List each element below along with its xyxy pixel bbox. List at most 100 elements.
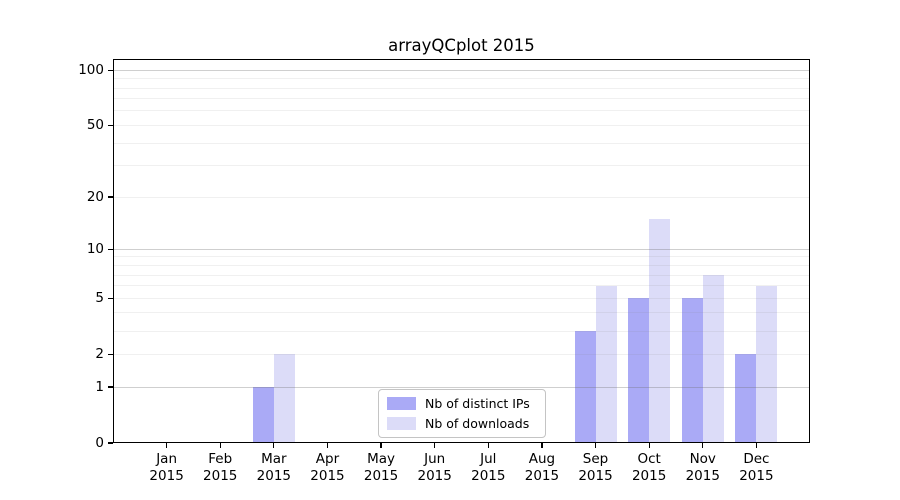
y-tick <box>108 297 113 299</box>
bar-downloads-dec <box>756 285 778 443</box>
gridline-minor <box>113 196 810 198</box>
x-tick-label: Jan 2015 <box>135 451 199 485</box>
x-tick-month: Aug <box>528 451 556 467</box>
x-tick-month: Feb <box>208 451 233 467</box>
legend-item-downloads: Nb of downloads <box>387 416 536 431</box>
gridline-minor <box>113 165 810 167</box>
gridline-minor <box>113 297 810 299</box>
gridline-minor <box>113 110 810 112</box>
gridline-major <box>113 386 810 388</box>
x-tick-label: Jun 2015 <box>403 451 467 485</box>
gridline-minor <box>113 312 810 314</box>
y-tick-label: 10 <box>86 241 104 258</box>
y-tick <box>108 442 113 444</box>
x-tick <box>434 443 436 448</box>
x-tick-year: 2015 <box>417 468 452 484</box>
x-tick <box>541 443 543 448</box>
x-tick-label: Sep 2015 <box>564 451 628 485</box>
gridline-minor <box>113 78 810 80</box>
x-tick <box>166 443 168 448</box>
y-tick-label: 20 <box>86 189 104 206</box>
x-tick-year: 2015 <box>256 468 292 484</box>
x-tick-month: Oct <box>637 451 661 467</box>
x-tick-month: Apr <box>315 451 340 467</box>
gridline-minor <box>113 285 810 287</box>
y-tick <box>108 248 113 250</box>
x-tick-month: Mar <box>261 451 287 467</box>
x-tick-month: Jul <box>480 451 497 467</box>
x-tick-year: 2015 <box>578 468 613 484</box>
x-tick-label: Nov 2015 <box>671 451 735 485</box>
x-tick <box>487 443 489 448</box>
x-tick <box>755 443 757 448</box>
bar-ips-oct <box>628 298 650 443</box>
gridline-minor <box>113 87 810 89</box>
y-tick-label: 0 <box>95 435 104 451</box>
y-tick <box>108 386 113 388</box>
legend: Nb of distinct IPs Nb of downloads <box>378 389 546 438</box>
y-tick <box>108 124 113 126</box>
x-tick <box>648 443 650 448</box>
x-tick-year: 2015 <box>685 468 720 484</box>
bar-ips-mar <box>252 387 274 443</box>
x-tick <box>380 443 382 448</box>
y-tick-label: 100 <box>78 62 104 79</box>
x-tick-month: Jun <box>424 451 446 467</box>
gridline-major <box>113 69 810 71</box>
bar-ips-sep <box>574 331 596 443</box>
x-tick-label: Oct 2015 <box>617 451 681 485</box>
bar-ips-nov <box>681 298 703 443</box>
y-tick-label: 2 <box>95 346 104 363</box>
gridline-minor <box>113 274 810 276</box>
x-tick-year: 2015 <box>310 468 345 484</box>
gridline-minor <box>113 142 810 144</box>
x-tick-label: Dec 2015 <box>724 451 788 485</box>
y-tick <box>108 196 113 198</box>
legend-label: Nb of downloads <box>425 416 530 431</box>
x-tick-year: 2015 <box>471 468 506 484</box>
x-tick-year: 2015 <box>739 468 774 484</box>
x-tick-label: Mar 2015 <box>242 451 306 485</box>
gridline-minor <box>113 353 810 355</box>
chart-title: arrayQCplot 2015 <box>388 36 535 55</box>
x-tick-label: May 2015 <box>349 451 413 485</box>
gridline-minor <box>113 256 810 258</box>
x-tick-month: Jan <box>156 451 178 467</box>
legend-swatch-downloads <box>387 417 416 430</box>
x-tick-label: Aug 2015 <box>510 451 574 485</box>
y-tick-label: 50 <box>86 117 104 134</box>
legend-swatch-ips <box>387 397 416 410</box>
x-tick-year: 2015 <box>203 468 238 484</box>
x-tick-year: 2015 <box>524 468 560 484</box>
bar-downloads-oct <box>649 219 671 443</box>
gridline-minor <box>113 98 810 100</box>
bar-downloads-sep <box>595 285 617 443</box>
x-tick-label: Apr 2015 <box>295 451 359 485</box>
x-tick-label: Jul 2015 <box>456 451 520 485</box>
x-tick-year: 2015 <box>631 468 667 484</box>
x-tick-year: 2015 <box>149 468 184 484</box>
legend-item-ips: Nb of distinct IPs <box>387 396 536 411</box>
gridline-minor <box>113 330 810 332</box>
x-tick-month: May <box>367 451 396 467</box>
x-tick <box>219 443 221 448</box>
x-tick <box>326 443 329 448</box>
bar-ips-dec <box>735 354 757 443</box>
x-tick <box>702 443 704 448</box>
gridline-minor <box>113 265 810 266</box>
x-tick-month: Nov <box>689 451 716 467</box>
grid-layer <box>113 59 810 443</box>
x-tick <box>273 443 275 448</box>
y-tick <box>108 69 113 71</box>
gridline-minor <box>113 124 810 126</box>
x-tick-year: 2015 <box>363 468 399 484</box>
x-tick <box>594 443 597 448</box>
y-tick <box>108 353 113 355</box>
x-tick-label: Feb 2015 <box>188 451 252 485</box>
bars-layer <box>113 59 810 443</box>
legend-label: Nb of distinct IPs <box>425 396 530 411</box>
bar-downloads-nov <box>702 275 724 443</box>
x-tick-month: Dec <box>743 451 770 467</box>
y-tick-label: 5 <box>95 290 104 307</box>
